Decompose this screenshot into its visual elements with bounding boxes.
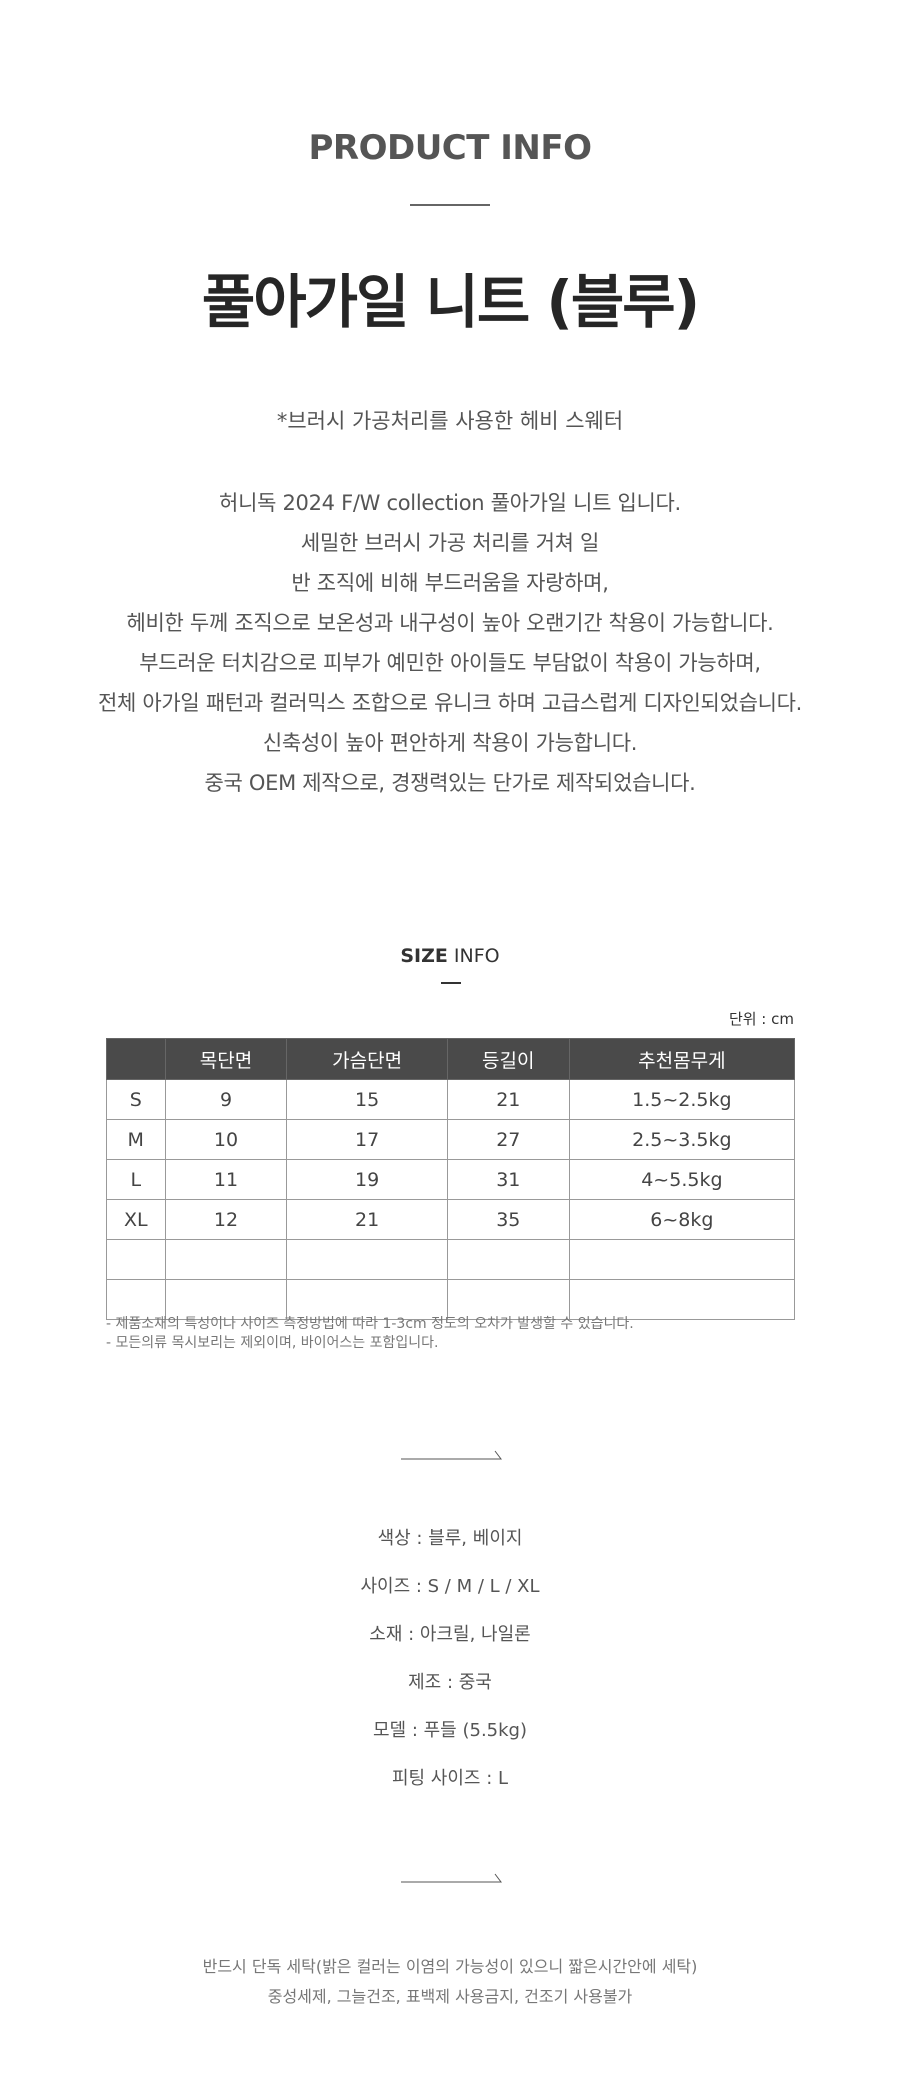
column-header: 추천몸무게 [568, 1038, 796, 1080]
table-row [106, 1239, 796, 1280]
column-header: 등길이 [446, 1038, 570, 1080]
table-cell: S [106, 1079, 166, 1120]
detail-item: 제조 : 중국 [408, 1672, 492, 1693]
size-heading-rest: INFO [447, 945, 500, 967]
table-cell: 27 [446, 1119, 570, 1160]
size-table: 목단면 가슴단면 등길이 추천몸무게 S 9 15 21 1.5~2.5kg M 10 17 27 2.… [106, 1038, 796, 1320]
divider [441, 982, 461, 984]
column-header: 가슴단면 [286, 1038, 448, 1080]
table-cell [568, 1239, 796, 1280]
care-line: 반드시 단독 세탁(밝은 컬러는 이염의 가능성이 있으니 짧은시간안에 세탁) [202, 1957, 698, 1976]
table-cell: 12 [164, 1199, 288, 1240]
table-cell: 19 [286, 1159, 448, 1200]
column-header: 목단면 [164, 1038, 288, 1080]
table-cell [446, 1279, 570, 1320]
size-info-heading: SIZE INFO [0, 945, 900, 967]
table-cell: 21 [446, 1079, 570, 1120]
description-line: 중국 OEM 제작으로, 경쟁력있는 단가로 제작되었습니다. [204, 771, 696, 795]
table-cell: 11 [164, 1159, 288, 1200]
table-cell: 31 [446, 1159, 570, 1200]
care-instructions: 반드시 단독 세탁(밝은 컬러는 이염의 가능성이 있으니 짧은시간안에 세탁)… [0, 1952, 900, 2012]
table-cell: M [106, 1119, 166, 1160]
table-cell [446, 1239, 570, 1280]
description-line: 반 조직에 비해 부드러움을 자랑하며, [291, 571, 609, 595]
arrow-right-line-icon [401, 1450, 502, 1460]
table-cell [568, 1279, 796, 1320]
column-header [106, 1038, 166, 1080]
table-cell [164, 1239, 288, 1280]
table-row: S 9 15 21 1.5~2.5kg [106, 1079, 796, 1120]
unit-label: 단위 : cm [728, 1010, 794, 1028]
description-line: 세밀한 브러시 가공 처리를 거쳐 일 [300, 531, 600, 555]
table-cell: 10 [164, 1119, 288, 1160]
product-subtitle: *브러시 가공처리를 사용한 헤비 스웨터 [276, 409, 624, 433]
table-cell [164, 1279, 288, 1320]
table-row: L 11 19 31 4~5.5kg [106, 1159, 796, 1200]
detail-item: 피팅 사이즈 : L [391, 1768, 509, 1789]
table-cell [286, 1279, 448, 1320]
table-cell: L [106, 1159, 166, 1200]
table-row: M 10 17 27 2.5~3.5kg [106, 1119, 796, 1160]
description-line: 신축성이 높아 편안하게 착용이 가능합니다. [262, 731, 638, 755]
table-cell: 2.5~3.5kg [568, 1119, 796, 1160]
description-line: 부드러운 터치감으로 피부가 예민한 아이들도 부담없이 착용이 가능하며, [139, 651, 761, 675]
table-cell: 9 [164, 1079, 288, 1120]
table-row [106, 1279, 796, 1320]
product-title: 풀아가일 니트 (블루) [201, 268, 700, 336]
description-line: 전체 아가일 패턴과 컬러믹스 조합으로 유니크 하며 고급스럽게 디자인되었습… [97, 691, 803, 715]
detail-item: 모델 : 푸들 (5.5kg) [373, 1720, 527, 1741]
table-cell: 1.5~2.5kg [568, 1079, 796, 1120]
table-cell: 21 [286, 1199, 448, 1240]
detail-item: 색상 : 블루, 베이지 [377, 1528, 523, 1549]
note: - 제품소재의 특성이나 사이즈 측정방법에 따라 1-3cm 정도의 오차가 … [106, 1316, 634, 1332]
product-description: 허니독 2024 F/W collection 풀아가일 니트 입니다. 세밀한… [0, 483, 900, 803]
table-cell: 15 [286, 1079, 448, 1120]
table-cell: 17 [286, 1119, 448, 1160]
care-line: 중성세제, 그늘건조, 표백제 사용금지, 건조기 사용불가 [267, 1987, 633, 2006]
table-cell: 35 [446, 1199, 570, 1240]
detail-item: 사이즈 : S / M / L / XL [360, 1576, 540, 1597]
table-cell [286, 1239, 448, 1280]
size-heading-bold: SIZE [400, 945, 448, 967]
arrow-right-line-icon [401, 1873, 502, 1883]
table-cell: 6~8kg [568, 1199, 796, 1240]
description-line: 허니독 2024 F/W collection 풀아가일 니트 입니다. [219, 491, 681, 515]
section-eyebrow: PRODUCT INFO [308, 128, 592, 168]
table-cell: 4~5.5kg [568, 1159, 796, 1200]
table-row: XL 12 21 35 6~8kg [106, 1199, 796, 1240]
divider [410, 204, 490, 206]
table-cell [106, 1239, 166, 1280]
size-notes: - 제품소재의 특성이나 사이즈 측정방법에 따라 1-3cm 정도의 오차가 … [106, 1315, 634, 1353]
note: - 모든의류 목시보리는 제외이며, 바이어스는 포함입니다. [106, 1335, 439, 1351]
table-cell: XL [106, 1199, 166, 1240]
table-header-row: 목단면 가슴단면 등길이 추천몸무게 [106, 1038, 796, 1080]
detail-item: 소재 : 아크릴, 나일론 [369, 1624, 531, 1645]
table-cell [106, 1279, 166, 1320]
description-line: 헤비한 두께 조직으로 보온성과 내구성이 높아 오랜기간 착용이 가능합니다. [126, 611, 774, 635]
